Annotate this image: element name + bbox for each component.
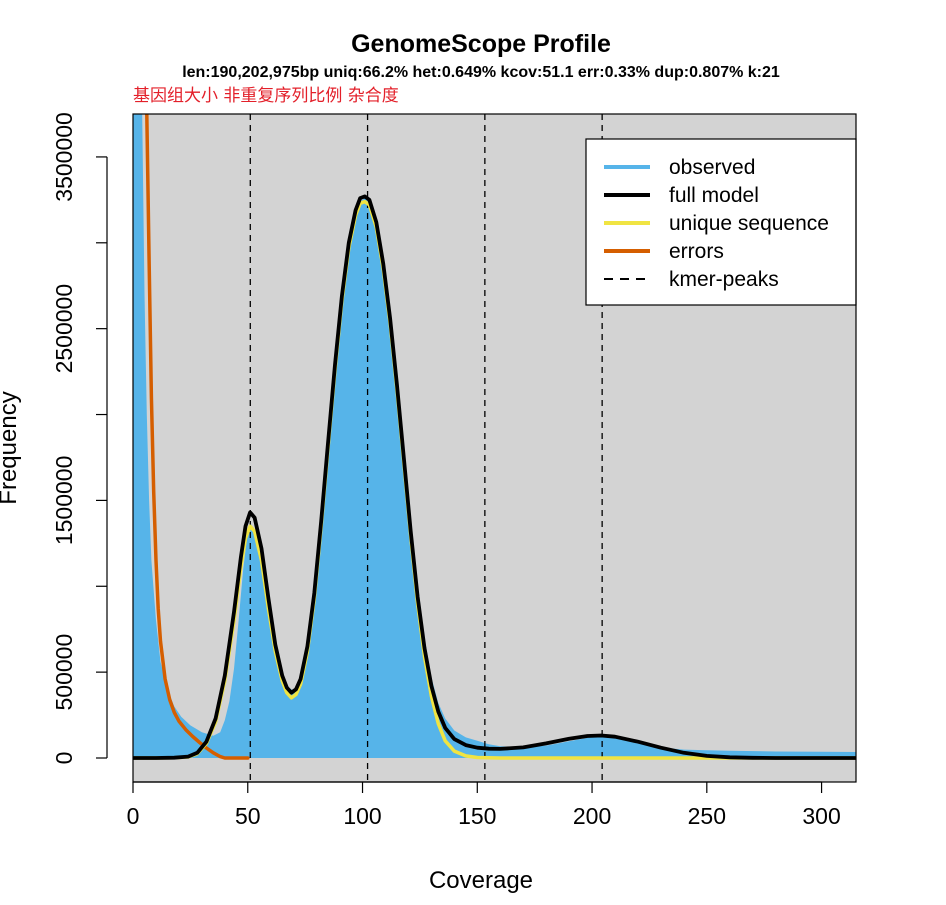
x-axis-title: Coverage: [429, 867, 533, 894]
annotation-text: 基因组大小 非重复序列比例 杂合度: [133, 86, 399, 106]
x-tick-label-50: 50: [235, 803, 261, 829]
chart-title: GenomeScope Profile: [351, 30, 611, 58]
legend-label-full-model: full model: [669, 184, 759, 207]
x-axis: 0 50 100 150 200 250 300: [127, 781, 841, 829]
y-tick-label-0: 0: [51, 752, 77, 765]
x-tick-label-200: 200: [573, 803, 611, 829]
chart-subtitle: len:190,202,975bp uniq:66.2% het:0.649% …: [182, 64, 780, 81]
x-tick-label-300: 300: [802, 803, 840, 829]
legend-label-errors: errors: [669, 240, 724, 263]
y-axis: 0 500000 1500000 2500000 3500000: [51, 112, 108, 765]
legend: observed full model unique sequence errors k…: [585, 138, 857, 306]
x-tick-label-100: 100: [343, 803, 381, 829]
y-tick-label-2500000: 2500000: [51, 284, 77, 374]
legend-label-observed: observed: [669, 156, 755, 179]
series-full-model-line: [133, 194, 856, 760]
x-tick-label-250: 250: [688, 803, 726, 829]
legend-label-unique-sequence: unique sequence: [669, 212, 829, 235]
y-tick-label-500000: 500000: [51, 634, 77, 711]
x-tick-label-150: 150: [458, 803, 496, 829]
series-errors-line: [145, 114, 250, 760]
y-axis-title: Frequency: [0, 391, 22, 504]
y-tick-label-3500000: 3500000: [51, 112, 77, 202]
legend-label-kmer-peaks: kmer-peaks: [669, 268, 779, 291]
x-tick-label-0: 0: [127, 803, 140, 829]
y-tick-label-1500000: 1500000: [51, 456, 77, 546]
